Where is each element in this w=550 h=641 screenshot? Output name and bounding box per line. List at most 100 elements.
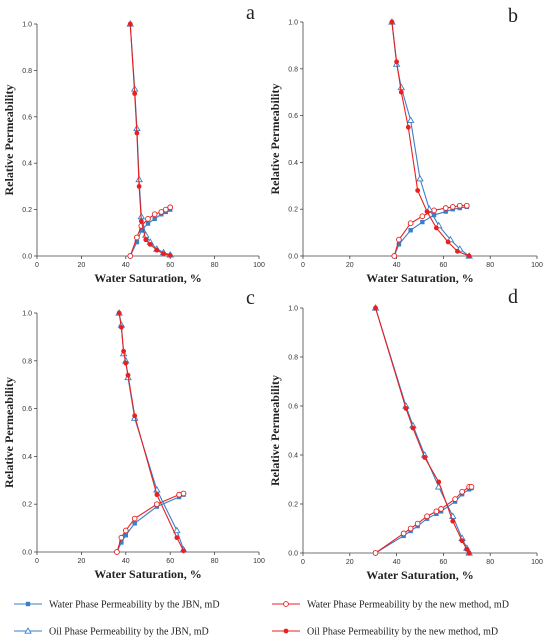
data-point <box>420 219 425 225</box>
y-tick-label: 0.4 <box>22 161 32 168</box>
x-tick-label: 20 <box>78 262 86 269</box>
data-point <box>396 236 402 243</box>
data-point <box>123 533 128 538</box>
data-point <box>119 540 124 545</box>
x-axis-title: Water Saturation, % <box>94 271 201 285</box>
legend-marker <box>283 628 289 634</box>
data-point <box>154 492 160 498</box>
data-point <box>154 247 160 253</box>
x-tick-label: 0 <box>301 559 305 566</box>
data-point <box>464 546 470 552</box>
data-point <box>132 413 138 419</box>
x-tick-label: 100 <box>253 558 265 565</box>
data-point <box>414 520 421 527</box>
data-point <box>145 216 151 222</box>
y-tick-label: 0.8 <box>288 355 298 362</box>
data-point <box>180 490 187 497</box>
data-point <box>419 213 426 220</box>
x-tick-label: 20 <box>78 558 86 565</box>
data-point <box>152 216 157 222</box>
data-point <box>455 248 460 254</box>
legend-label: Water Phase Permeability by the JBN, mD <box>49 600 220 611</box>
data-point <box>450 518 456 524</box>
x-axis-title: Water Saturation, % <box>94 567 201 581</box>
y-axis-title: Relative Permeability <box>268 84 282 195</box>
data-point <box>403 406 409 411</box>
x-axis-title: Water Saturation, % <box>366 271 473 285</box>
x-tick-label: 60 <box>166 262 174 269</box>
y-axis-title: Relative Permeability <box>2 85 16 196</box>
data-point <box>394 59 399 65</box>
data-point <box>143 237 149 243</box>
y-tick-label: 0.0 <box>22 254 32 261</box>
series-water-jbn <box>128 207 173 259</box>
data-point <box>452 496 458 502</box>
data-point <box>373 305 378 311</box>
series-line <box>391 21 470 257</box>
legend-item-oil-new: Oil Phase Permeability by the new method… <box>272 627 498 638</box>
x-tick-label: 100 <box>531 262 543 269</box>
data-point <box>391 253 398 259</box>
panel-label: b <box>508 5 518 27</box>
data-point <box>136 184 142 189</box>
series-line <box>129 23 171 256</box>
data-point <box>127 21 133 27</box>
data-point <box>431 207 437 214</box>
y-tick-label: 0.8 <box>22 68 32 75</box>
series-oil-new <box>116 310 186 554</box>
data-point <box>118 324 124 330</box>
series-line <box>393 205 467 257</box>
y-tick-label: 0.4 <box>288 160 298 167</box>
data-point <box>466 550 472 556</box>
x-tick-label: 0 <box>35 558 39 565</box>
chart-panel-d: 0.0 0.2 0.4 0.6 0.8 1.0 0 20 40 60 80 100 Water Satu… <box>268 286 543 582</box>
data-point <box>127 253 134 259</box>
data-point <box>122 527 129 534</box>
series-oil-new <box>389 19 472 259</box>
data-point <box>431 212 437 218</box>
x-tick-label: 40 <box>122 262 130 269</box>
y-tick-label: 0.8 <box>22 358 32 365</box>
y-axis-title: Relative Permeability <box>268 375 282 486</box>
series-line <box>375 307 470 554</box>
series-water-new <box>372 484 475 556</box>
data-point <box>372 550 379 556</box>
data-point <box>407 220 414 227</box>
y-axis-title: Relative Permeability <box>2 377 16 488</box>
legend-label: Water Phase Permeability by the new meth… <box>307 600 509 611</box>
data-point <box>123 360 129 366</box>
x-tick-label: 40 <box>122 558 130 565</box>
data-point <box>173 526 181 534</box>
chart-panel-a: 0.0 0.2 0.4 0.6 0.8 1.0 0 20 40 60 80 100 Water Satu… <box>2 2 265 285</box>
data-point <box>422 455 428 460</box>
data-point <box>445 239 451 245</box>
legend: Water Phase Permeability by the JBN, mD W… <box>14 600 509 638</box>
y-tick-label: 0.6 <box>288 404 298 411</box>
data-point <box>438 506 444 512</box>
panel-label: a <box>246 2 255 24</box>
series-oil-jbn <box>371 304 473 556</box>
data-point <box>433 225 439 231</box>
x-tick-label: 80 <box>486 262 494 269</box>
x-tick-label: 100 <box>531 559 543 566</box>
data-point <box>138 218 144 224</box>
y-tick-label: 1.0 <box>22 311 32 318</box>
panel-label: c <box>246 287 255 309</box>
data-point <box>151 211 158 218</box>
x-tick-label: 0 <box>301 262 305 269</box>
data-point <box>466 253 472 259</box>
y-tick-label: 1.0 <box>22 22 32 29</box>
legend-item-oil-jbn: Oil Phase Permeability by the JBN, mD <box>14 627 209 638</box>
x-tick-label: 40 <box>393 559 401 566</box>
data-point <box>132 91 138 96</box>
data-point <box>116 310 122 316</box>
series-water-jbn <box>114 492 186 555</box>
data-point <box>416 174 424 182</box>
data-point <box>415 188 421 193</box>
y-tick-label: 0.0 <box>288 254 298 261</box>
y-tick-label: 0.0 <box>22 550 32 557</box>
y-tick-label: 0.6 <box>288 113 298 120</box>
legend-label: Oil Phase Permeability by the new method… <box>307 627 498 638</box>
series-water-jbn <box>373 485 474 556</box>
y-tick-label: 0.2 <box>22 207 32 214</box>
